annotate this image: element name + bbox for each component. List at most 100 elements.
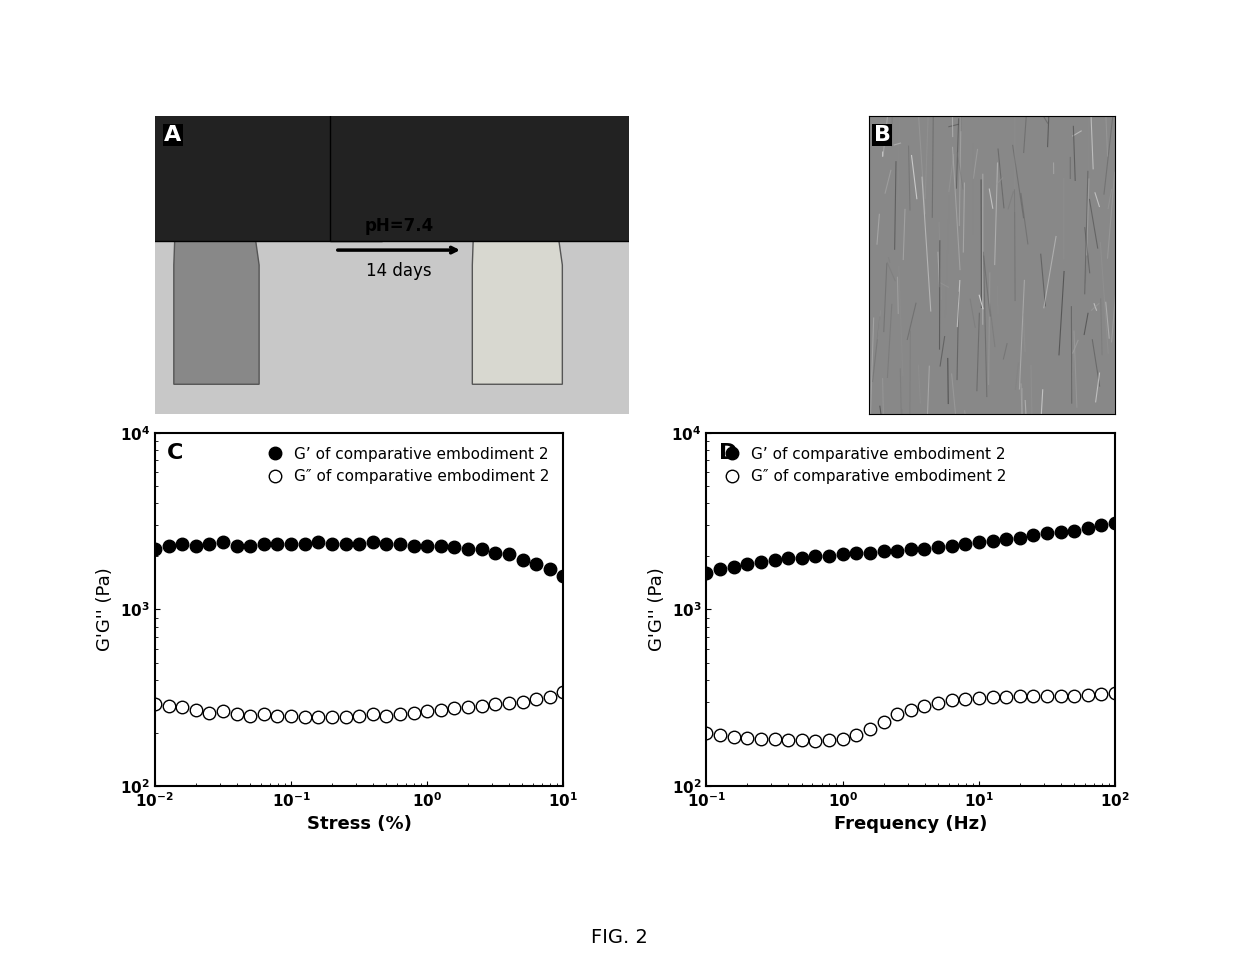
G″ of comparative embodiment 2 [393, 708, 408, 720]
Polygon shape [173, 130, 259, 384]
G″ of comparative embodiment 2 [767, 733, 782, 745]
G″ of comparative embodiment 2 [175, 701, 190, 713]
Text: pH=7.4: pH=7.4 [364, 217, 434, 236]
G″ of comparative embodiment 2 [270, 710, 285, 722]
G″ of comparative embodiment 2 [216, 705, 230, 717]
G″ of comparative embodiment 2 [243, 710, 258, 722]
G″ of comparative embodiment 2 [999, 691, 1014, 702]
G″ of comparative embodiment 2 [753, 733, 768, 745]
X-axis label: Stress (%): Stress (%) [307, 815, 411, 833]
X-axis label: Frequency (Hz): Frequency (Hz) [834, 815, 987, 833]
G’ of comparative embodiment 2 [325, 538, 339, 550]
G″ of comparative embodiment 2 [712, 729, 727, 741]
Text: 14 days: 14 days [366, 262, 431, 280]
G’ of comparative embodiment 2 [726, 560, 741, 572]
Line: G″ of comparative embodiment 2: G″ of comparative embodiment 2 [149, 686, 570, 724]
G″ of comparative embodiment 2 [808, 735, 823, 747]
G’ of comparative embodiment 2 [1040, 527, 1054, 539]
G’ of comparative embodiment 2 [229, 540, 244, 552]
G’ of comparative embodiment 2 [753, 556, 768, 568]
G″ of comparative embodiment 2 [543, 691, 558, 702]
G’ of comparative embodiment 2 [515, 554, 530, 566]
G’ of comparative embodiment 2 [781, 553, 795, 564]
G″ of comparative embodiment 2 [325, 712, 339, 724]
G’ of comparative embodiment 2 [999, 533, 1014, 545]
G’ of comparative embodiment 2 [188, 540, 203, 552]
G″ of comparative embodiment 2 [297, 712, 312, 724]
FancyBboxPatch shape [330, 26, 680, 242]
G’ of comparative embodiment 2 [1108, 517, 1123, 528]
G’ of comparative embodiment 2 [849, 547, 864, 558]
G’ of comparative embodiment 2 [488, 547, 503, 558]
G″ of comparative embodiment 2 [161, 700, 176, 712]
G’ of comparative embodiment 2 [917, 543, 932, 554]
G’ of comparative embodiment 2 [161, 540, 176, 552]
G’ of comparative embodiment 2 [712, 563, 727, 575]
G’ of comparative embodiment 2 [930, 542, 945, 554]
G″ of comparative embodiment 2 [930, 697, 945, 709]
G″ of comparative embodiment 2 [985, 691, 1000, 702]
G″ of comparative embodiment 2 [835, 733, 850, 745]
G″ of comparative embodiment 2 [147, 698, 162, 710]
G’ of comparative embodiment 2 [243, 540, 258, 552]
G″ of comparative embodiment 2 [556, 687, 571, 698]
G’ of comparative embodiment 2 [971, 536, 986, 548]
G’ of comparative embodiment 2 [699, 568, 714, 580]
FancyBboxPatch shape [32, 26, 383, 242]
G″ of comparative embodiment 2 [903, 704, 918, 716]
Text: C: C [167, 443, 183, 464]
G″ of comparative embodiment 2 [379, 710, 394, 722]
G″ of comparative embodiment 2 [502, 697, 517, 709]
Line: G’ of comparative embodiment 2: G’ of comparative embodiment 2 [700, 517, 1121, 580]
G″ of comparative embodiment 2 [876, 717, 891, 728]
Text: A: A [165, 125, 182, 145]
G″ of comparative embodiment 2 [1108, 688, 1123, 699]
G’ of comparative embodiment 2 [740, 558, 755, 570]
G’ of comparative embodiment 2 [420, 540, 435, 552]
G″ of comparative embodiment 2 [849, 729, 864, 741]
G’ of comparative embodiment 2 [794, 553, 809, 564]
G’ of comparative embodiment 2 [876, 545, 891, 556]
G″ of comparative embodiment 2 [699, 727, 714, 739]
G’ of comparative embodiment 2 [379, 538, 394, 550]
G″ of comparative embodiment 2 [1040, 690, 1054, 701]
G’ of comparative embodiment 2 [1012, 532, 1027, 544]
G’ of comparative embodiment 2 [1067, 525, 1082, 536]
G’ of comparative embodiment 2 [556, 570, 571, 582]
G’ of comparative embodiment 2 [366, 536, 380, 548]
G’ of comparative embodiment 2 [475, 543, 489, 554]
G″ of comparative embodiment 2 [944, 695, 959, 706]
G’ of comparative embodiment 2 [393, 538, 408, 550]
G″ of comparative embodiment 2 [1067, 690, 1082, 701]
Legend: G’ of comparative embodiment 2, G″ of comparative embodiment 2: G’ of comparative embodiment 2, G″ of co… [714, 440, 1012, 491]
G″ of comparative embodiment 2 [338, 712, 353, 724]
G’ of comparative embodiment 2 [767, 554, 782, 566]
G’ of comparative embodiment 2 [297, 538, 312, 550]
G″ of comparative embodiment 2 [726, 731, 741, 743]
G″ of comparative embodiment 2 [256, 708, 271, 720]
G’ of comparative embodiment 2 [434, 540, 449, 552]
Legend: G’ of comparative embodiment 2, G″ of comparative embodiment 2: G’ of comparative embodiment 2, G″ of co… [258, 440, 556, 491]
G’ of comparative embodiment 2 [447, 542, 462, 554]
G″ of comparative embodiment 2 [352, 710, 367, 722]
G″ of comparative embodiment 2 [958, 694, 973, 705]
G’ of comparative embodiment 2 [944, 540, 959, 552]
G″ of comparative embodiment 2 [821, 734, 836, 746]
G’ of comparative embodiment 2 [835, 549, 850, 560]
G’ of comparative embodiment 2 [270, 538, 285, 550]
G’ of comparative embodiment 2 [284, 538, 299, 550]
Polygon shape [472, 130, 563, 384]
G’ of comparative embodiment 2 [502, 549, 517, 560]
G’ of comparative embodiment 2 [862, 547, 877, 558]
G″ of comparative embodiment 2 [862, 724, 877, 735]
G’ of comparative embodiment 2 [216, 536, 230, 548]
G’ of comparative embodiment 2 [903, 543, 918, 554]
G″ of comparative embodiment 2 [1094, 689, 1109, 700]
G’ of comparative embodiment 2 [461, 543, 476, 554]
G’ of comparative embodiment 2 [1053, 526, 1068, 538]
G’ of comparative embodiment 2 [406, 540, 421, 552]
Y-axis label: G'G'' (Pa): G'G'' (Pa) [648, 568, 665, 651]
G’ of comparative embodiment 2 [529, 558, 544, 570]
G″ of comparative embodiment 2 [1012, 691, 1027, 702]
G’ of comparative embodiment 2 [958, 538, 973, 550]
